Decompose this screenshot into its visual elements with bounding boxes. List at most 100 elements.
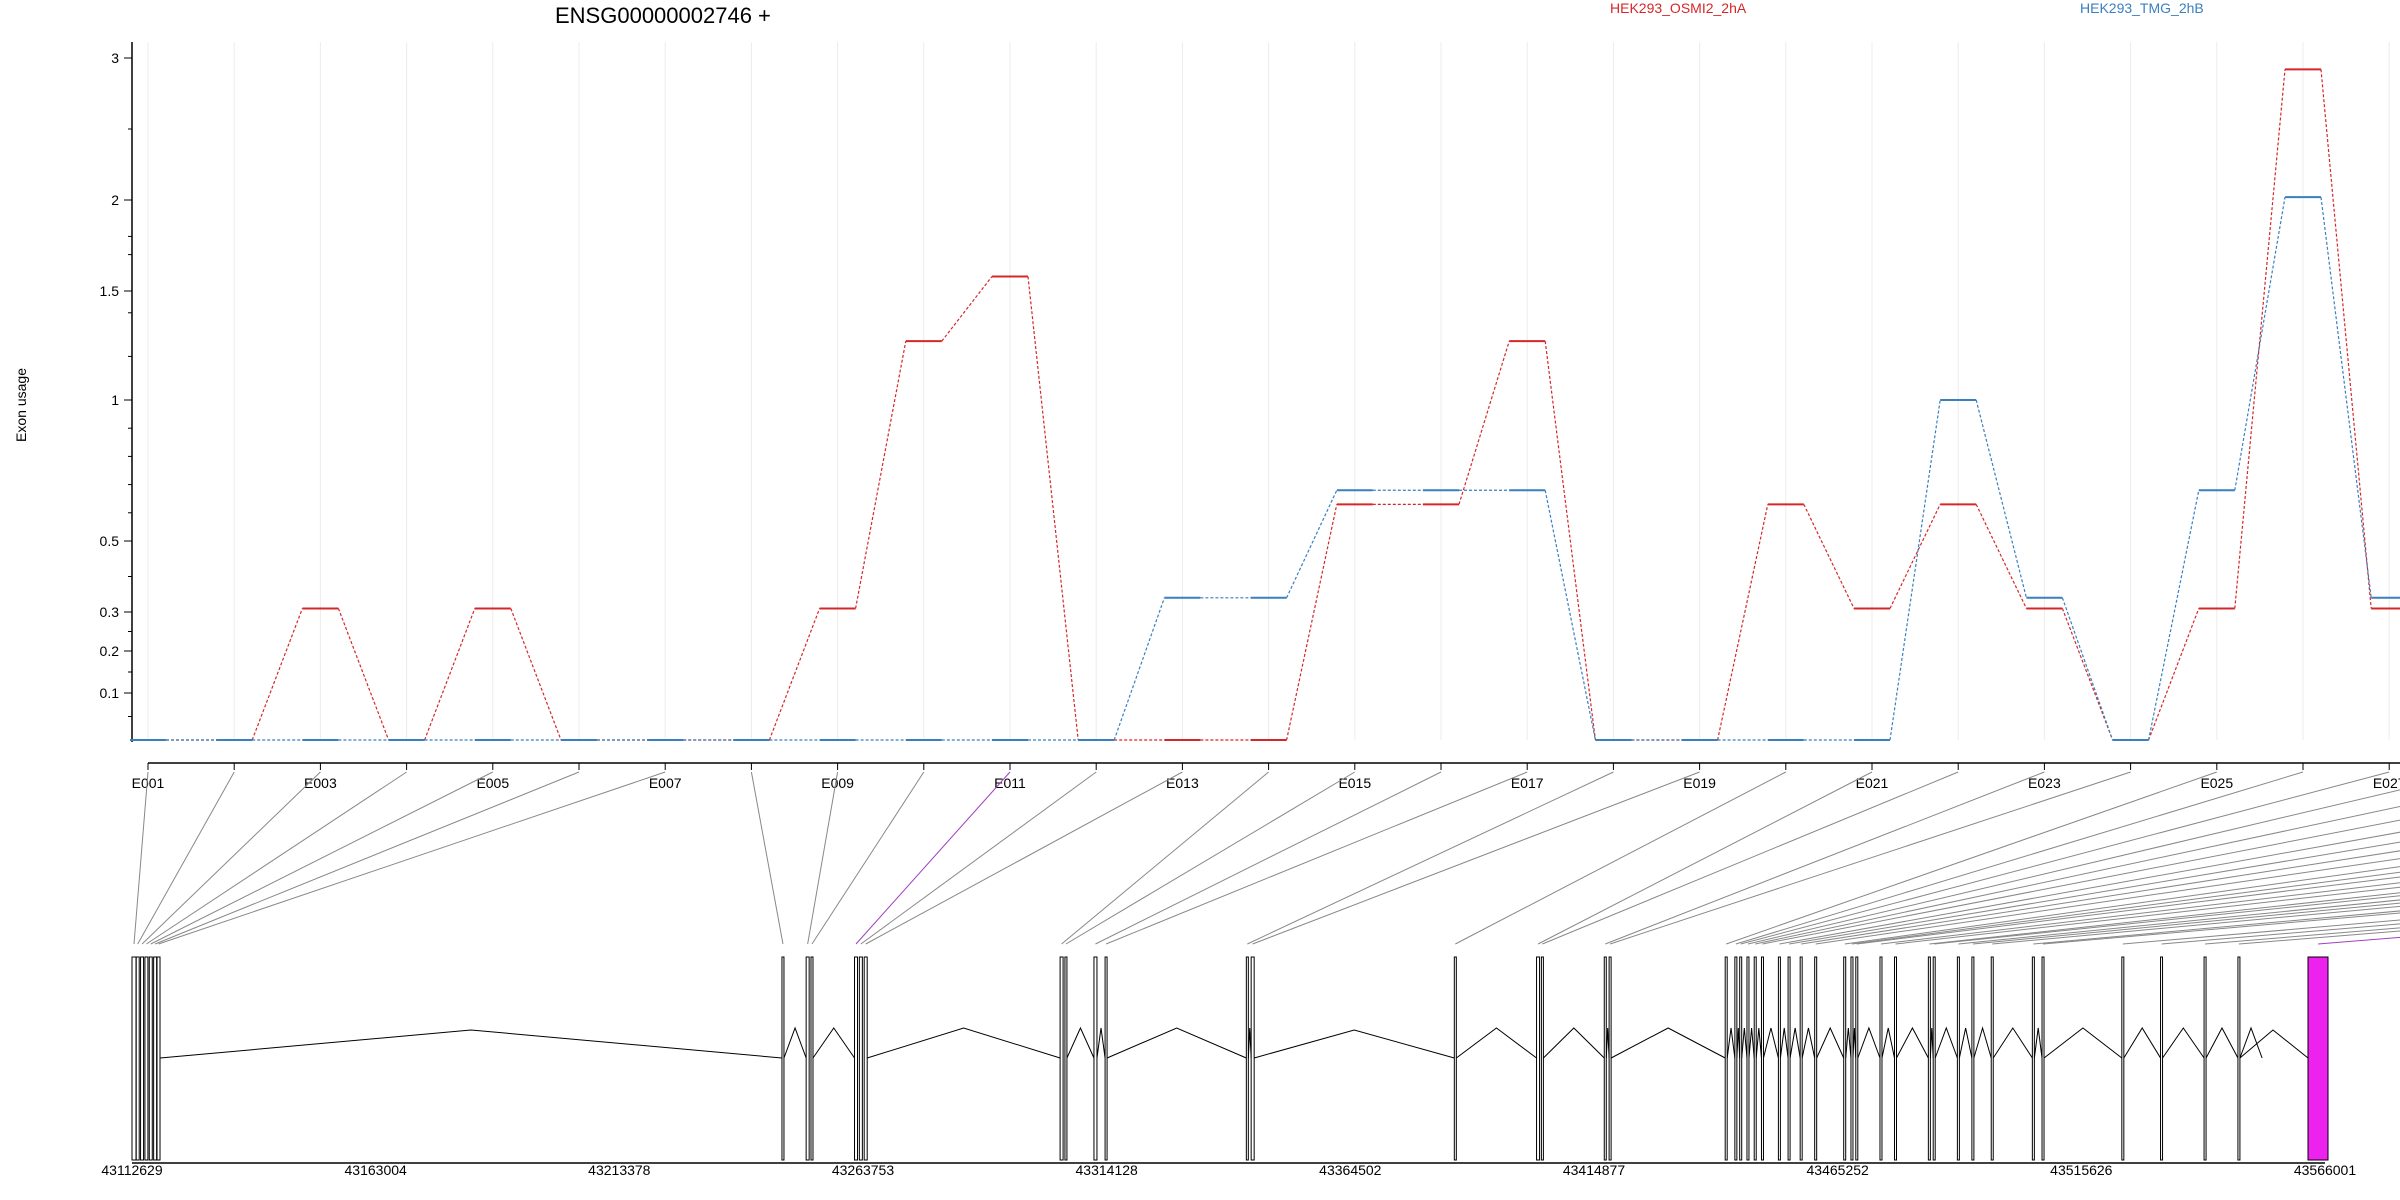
exon-connector-line	[1455, 771, 1787, 945]
intron-line	[1896, 1026, 1929, 1059]
x-tick-label: E011	[994, 775, 1026, 791]
exon-connector-line	[1609, 771, 2131, 945]
y-tick-label: 3	[111, 50, 119, 66]
exon-connector-line	[855, 771, 1011, 945]
exon-connector-lines	[133, 771, 2400, 945]
intron-line	[1816, 1026, 1845, 1059]
series-connector	[2320, 69, 2372, 609]
exon-box	[1724, 956, 1728, 1161]
series-connector	[2148, 490, 2200, 741]
x-tick-label: E015	[1338, 775, 1371, 791]
genomic-tick-label: 43364502	[1319, 1162, 1382, 1178]
series-connector	[251, 608, 303, 741]
exon-box	[148, 956, 153, 1161]
series-connector	[768, 608, 821, 741]
intron-line	[1845, 1027, 1852, 1059]
exon-connector-line	[1972, 902, 2400, 945]
y-tick-label: 1	[111, 392, 119, 408]
series-connector	[2234, 69, 2286, 609]
exon-box	[1990, 956, 1994, 1161]
exon-box	[1540, 956, 1544, 1161]
y-axis-label: Exon usage	[13, 368, 29, 442]
intron-line	[2123, 1027, 2161, 1059]
exon-connector-line	[1929, 892, 2400, 945]
exon-connector-line	[2033, 910, 2400, 945]
exon-box	[1245, 956, 1249, 1161]
series-connector	[1544, 490, 1596, 741]
intron-line	[2205, 1026, 2239, 1059]
intron-line	[1801, 1027, 1816, 1059]
intron-line	[783, 1026, 807, 1059]
x-tick-label: E027	[2373, 775, 2400, 791]
intron-line	[2162, 1027, 2205, 1059]
exon-box	[1893, 956, 1897, 1161]
genomic-tick-label: 43414877	[1563, 1162, 1626, 1178]
intron-line	[1857, 1026, 1881, 1059]
exon-box	[1734, 956, 1738, 1161]
series-connector	[1717, 504, 1769, 741]
exon-box	[153, 956, 158, 1161]
exon-box	[1536, 956, 1541, 1161]
series-connector	[1458, 340, 1510, 505]
y-tick-label: 1.5	[100, 283, 120, 299]
exon-box	[858, 956, 863, 1161]
series-1	[130, 68, 2400, 741]
genomic-tick-label: 43566001	[2294, 1162, 2357, 1178]
exon-box	[1093, 956, 1098, 1161]
intron-line	[2239, 1029, 2309, 1059]
exon-box	[1971, 956, 1975, 1161]
exon-box	[1956, 956, 1960, 1161]
genomic-tick-label: 43263753	[832, 1162, 895, 1178]
exon-connector-line	[1740, 771, 2390, 945]
exon-box	[1799, 956, 1803, 1161]
exon-connector-line	[1095, 771, 1442, 945]
exon-box	[810, 956, 814, 1161]
exon-box	[1850, 956, 1854, 1161]
exon-box	[1843, 956, 1847, 1161]
genomic-tick-label: 43515626	[2050, 1162, 2113, 1178]
exon-connector-line	[1856, 876, 2400, 945]
intron-line	[1748, 1027, 1755, 1059]
genomic-tick-label: 43163004	[345, 1162, 408, 1178]
exon-box	[2203, 956, 2207, 1161]
legend-label-series-2: HEK293_TMG_2hB	[2080, 0, 2204, 16]
intron-line	[1610, 1027, 1726, 1059]
exon-connector-line	[1934, 895, 2400, 945]
exon-box	[781, 956, 785, 1161]
intron-line	[1992, 1027, 2033, 1059]
intron-line	[867, 1027, 1061, 1059]
exon-box	[805, 956, 810, 1161]
exon-box	[1739, 956, 1743, 1161]
series-connector	[510, 608, 562, 741]
exon-connector-line	[865, 771, 1183, 945]
exon-box	[1932, 956, 1936, 1161]
intron-line	[2043, 1027, 2123, 1059]
intron-line	[1789, 1027, 1801, 1059]
chart-title: ENSG00000002746 +	[555, 3, 771, 28]
series-connector	[1286, 489, 1338, 599]
exon-box	[2041, 956, 2045, 1161]
exon-connector-line	[150, 771, 494, 945]
y-tick-label: 0.2	[100, 643, 120, 659]
exon-box	[1760, 956, 1764, 1161]
genomic-tick-label: 43112629	[101, 1162, 162, 1178]
series-connector	[1975, 504, 2027, 609]
intron-line	[1543, 1027, 1605, 1059]
intron-line	[1779, 1027, 1789, 1059]
x-tick-label: E023	[2028, 775, 2061, 791]
exon-connector-line	[1065, 771, 1356, 945]
intron-line	[1881, 1027, 1895, 1059]
series-connector	[1803, 504, 1855, 609]
exon-box	[1608, 956, 1612, 1161]
exon-connector-line	[2042, 912, 2400, 945]
exon-box	[1787, 956, 1791, 1161]
genomic-tick-label: 43314128	[1076, 1162, 1139, 1178]
series-2	[130, 196, 2400, 741]
intron-line	[2239, 1026, 2263, 1059]
exon-connector-line	[1542, 771, 1959, 945]
series-connector	[941, 276, 993, 342]
exon-connector-line	[1605, 771, 2045, 945]
exon-box	[2237, 956, 2241, 1161]
gene-model-track	[131, 956, 2329, 1161]
